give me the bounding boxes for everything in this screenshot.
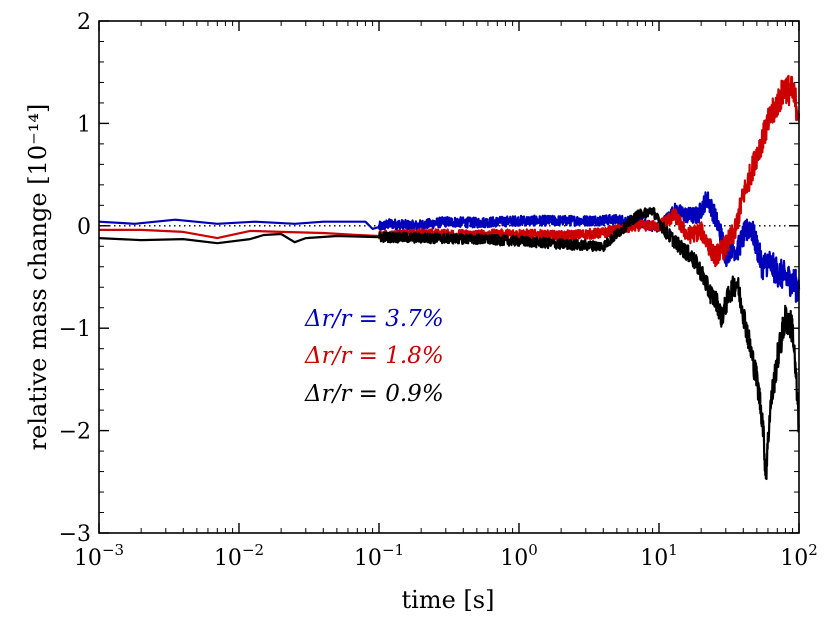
x-tick-labels: 10−3 10−2 10−1 100 101 102 bbox=[74, 541, 818, 571]
series-group bbox=[98, 74, 801, 481]
x-tick-label: 10−3 bbox=[74, 541, 124, 571]
legend-entry-black: Δr/r = 0.9% bbox=[304, 381, 444, 407]
x-tick-label-base: 10 bbox=[640, 546, 668, 571]
x-tick-label-exponent: 2 bbox=[808, 541, 818, 559]
legend-entry-blue: Δr/r = 3.7% bbox=[304, 306, 444, 332]
tick-marks bbox=[98, 20, 800, 534]
series-line-2 bbox=[98, 206, 800, 481]
y-tick-labels: 2 1 0 −1 −2 −3 bbox=[59, 10, 91, 547]
x-tick-label: 10−2 bbox=[214, 541, 264, 571]
x-axis-label: time [s] bbox=[402, 586, 495, 614]
plot-frame bbox=[98, 20, 800, 534]
x-tick-label-base: 10 bbox=[780, 546, 808, 571]
y-axis-label: relative mass change [10⁻¹⁴] bbox=[24, 104, 52, 451]
x-tick-label: 10−1 bbox=[354, 541, 404, 571]
x-tick-label-exponent: −3 bbox=[102, 541, 124, 559]
x-tick-label-exponent: 1 bbox=[668, 541, 678, 559]
y-tick-label: 2 bbox=[77, 10, 91, 35]
x-tick-label-exponent: −2 bbox=[242, 541, 264, 559]
x-tick-label-base: 10 bbox=[74, 546, 102, 571]
x-tick-label-exponent: 0 bbox=[528, 541, 538, 559]
x-tick-label-base: 10 bbox=[500, 546, 528, 571]
y-tick-label: 0 bbox=[77, 215, 91, 240]
x-tick-label: 100 bbox=[500, 541, 538, 571]
legend-entry-red: Δr/r = 1.8% bbox=[304, 343, 444, 369]
series-line-0 bbox=[98, 191, 801, 303]
x-tick-label-exponent: −1 bbox=[382, 541, 404, 559]
x-tick-label-base: 10 bbox=[214, 546, 242, 571]
y-tick-label: −1 bbox=[59, 317, 91, 342]
x-tick-label: 102 bbox=[780, 541, 818, 571]
y-tick-label: 1 bbox=[77, 112, 91, 137]
legend: Δr/r = 3.7% Δr/r = 1.8% Δr/r = 0.9% bbox=[304, 306, 444, 407]
x-tick-label-base: 10 bbox=[354, 546, 382, 571]
series-line-1 bbox=[99, 74, 801, 268]
y-tick-label: −2 bbox=[59, 420, 91, 445]
y-tick-label: −3 bbox=[59, 522, 91, 547]
x-tick-label: 101 bbox=[640, 541, 678, 571]
